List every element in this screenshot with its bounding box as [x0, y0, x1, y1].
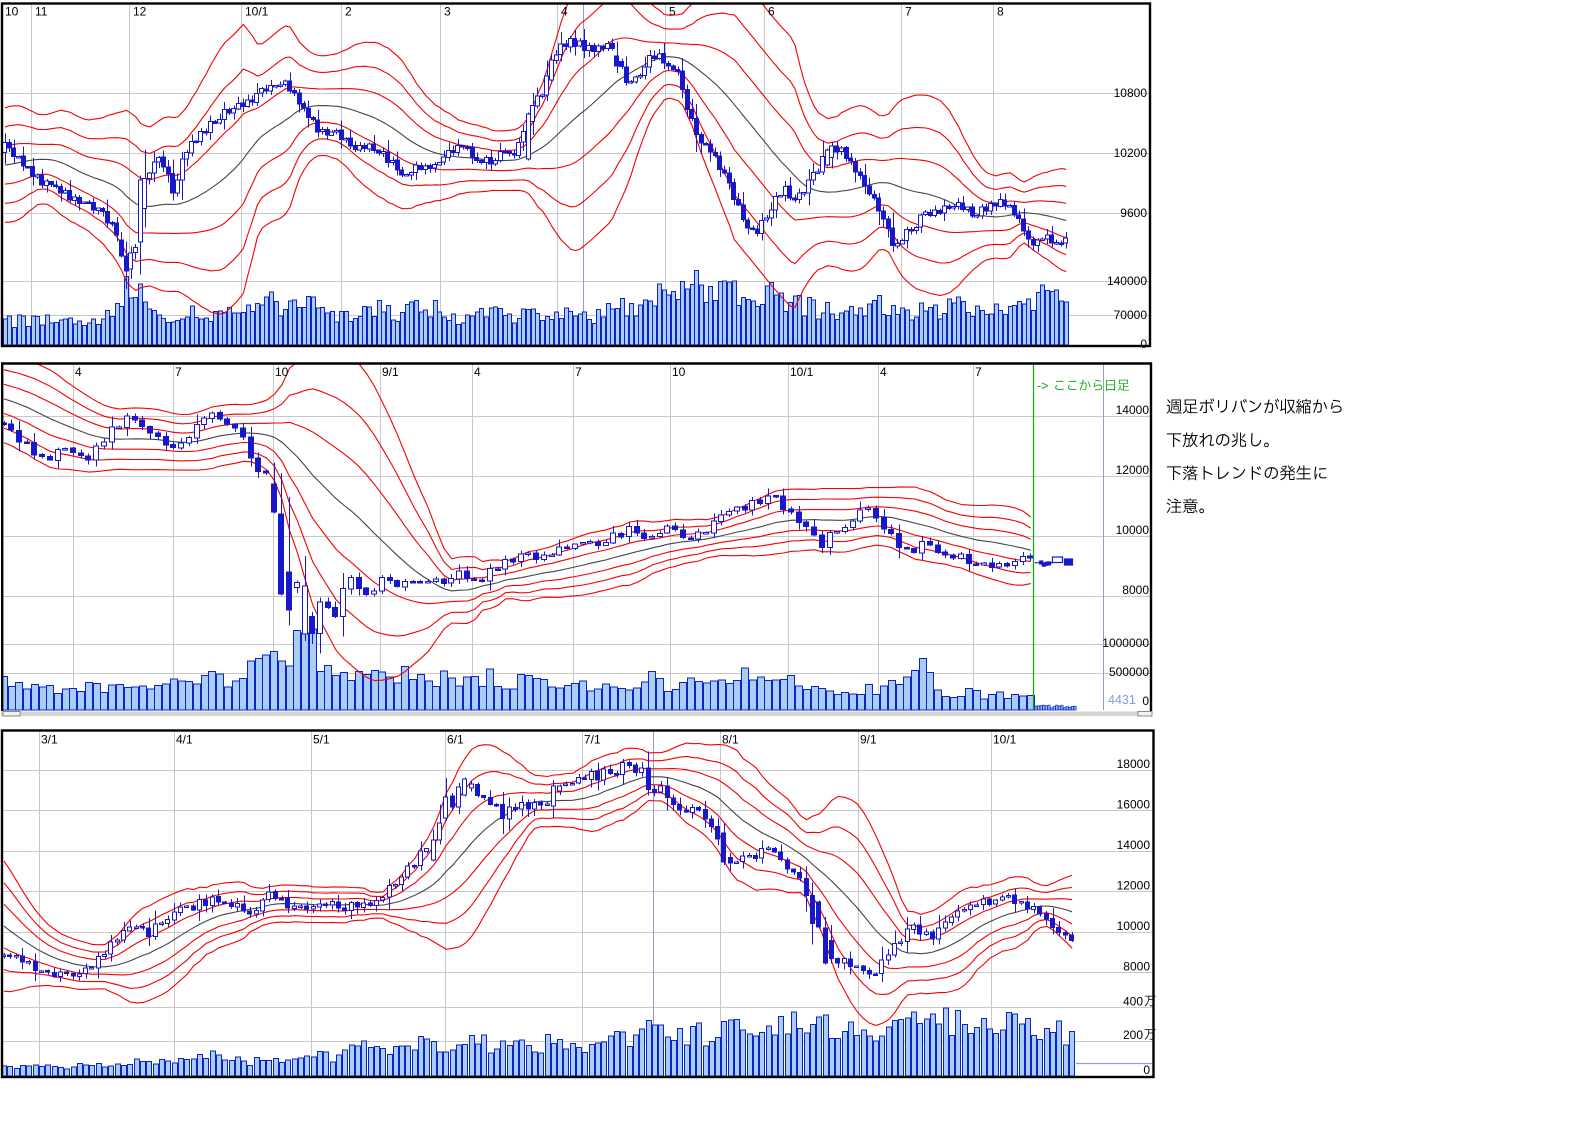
svg-text:500000: 500000 — [1109, 665, 1149, 679]
svg-text:7: 7 — [175, 365, 182, 379]
svg-text:12: 12 — [133, 5, 147, 19]
svg-text:5: 5 — [669, 5, 676, 19]
svg-text:18000: 18000 — [1117, 757, 1151, 771]
svg-text:5/1: 5/1 — [313, 733, 330, 747]
svg-text:8000: 8000 — [1123, 960, 1150, 974]
svg-text:4431: 4431 — [1108, 693, 1136, 707]
svg-text:3: 3 — [444, 5, 451, 19]
svg-text:4: 4 — [75, 365, 82, 379]
svg-text:4: 4 — [561, 5, 568, 19]
svg-text:1000000: 1000000 — [1102, 636, 1149, 650]
svg-text:11: 11 — [35, 5, 48, 19]
svg-text:14000: 14000 — [1117, 838, 1151, 852]
svg-text:8/1: 8/1 — [722, 733, 739, 747]
svg-text:10: 10 — [275, 365, 289, 379]
svg-text:400: 400 — [1123, 995, 1143, 1009]
svg-text:14000: 14000 — [1116, 403, 1150, 417]
svg-text:0: 0 — [1140, 337, 1147, 351]
svg-text:10200: 10200 — [1114, 146, 1148, 160]
svg-text:0: 0 — [1142, 694, 1149, 708]
svg-text:0: 0 — [1143, 1063, 1150, 1077]
svg-text:8000: 8000 — [1122, 583, 1149, 597]
svg-text:2: 2 — [345, 5, 352, 19]
svg-text:10/1: 10/1 — [993, 733, 1017, 747]
svg-text:7/1: 7/1 — [584, 733, 601, 747]
svg-text:12000: 12000 — [1117, 879, 1151, 893]
svg-text:7: 7 — [905, 5, 912, 19]
svg-text:10000: 10000 — [1117, 919, 1151, 933]
svg-text:10: 10 — [5, 5, 19, 19]
svg-text:4/1: 4/1 — [176, 733, 193, 747]
svg-text:8: 8 — [997, 5, 1004, 19]
svg-text:6/1: 6/1 — [447, 733, 464, 747]
svg-text:16000: 16000 — [1117, 798, 1151, 812]
svg-text:7: 7 — [575, 365, 582, 379]
svg-text:9600: 9600 — [1120, 206, 1147, 220]
svg-text:10000: 10000 — [1116, 523, 1150, 537]
svg-text:200: 200 — [1123, 1028, 1143, 1042]
svg-text:10/1: 10/1 — [790, 365, 814, 379]
svg-text:10/1: 10/1 — [245, 5, 269, 19]
svg-text:6: 6 — [768, 5, 775, 19]
svg-text:3/1: 3/1 — [41, 733, 58, 747]
svg-text:70000: 70000 — [1114, 308, 1148, 322]
svg-text:9/1: 9/1 — [860, 733, 877, 747]
svg-text:10800: 10800 — [1114, 86, 1148, 100]
svg-text:4: 4 — [880, 365, 887, 379]
svg-text:7: 7 — [975, 365, 982, 379]
svg-text:->: -> — [1037, 379, 1048, 393]
svg-text:4: 4 — [474, 365, 481, 379]
svg-text:140000: 140000 — [1107, 274, 1147, 288]
svg-text:12000: 12000 — [1116, 463, 1150, 477]
svg-text:9/1: 9/1 — [382, 365, 399, 379]
svg-text:10: 10 — [672, 365, 686, 379]
